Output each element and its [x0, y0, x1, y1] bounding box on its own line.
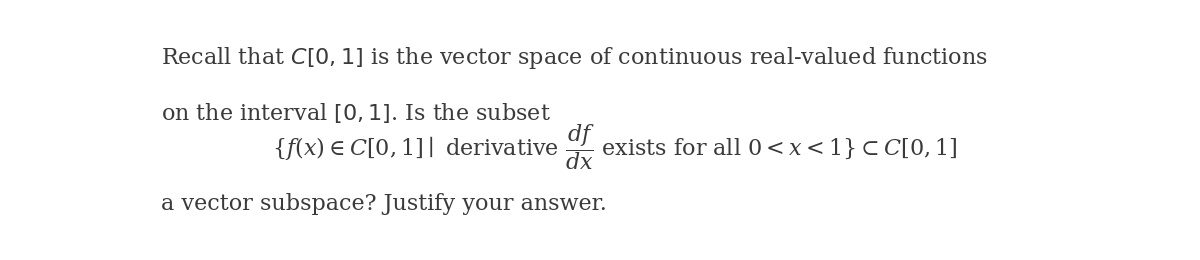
Text: $\{f(x) \in C[0, 1]\mid$ derivative $\dfrac{df}{dx}$ exists for all $0 < x < 1\}: $\{f(x) \in C[0, 1]\mid$ derivative $\df… — [272, 122, 958, 172]
Text: Recall that $C[0, 1]$ is the vector space of continuous real-valued functions: Recall that $C[0, 1]$ is the vector spac… — [161, 45, 988, 71]
Text: on the interval $[0, 1]$. Is the subset: on the interval $[0, 1]$. Is the subset — [161, 101, 551, 125]
Text: a vector subspace? Justify your answer.: a vector subspace? Justify your answer. — [161, 193, 607, 215]
